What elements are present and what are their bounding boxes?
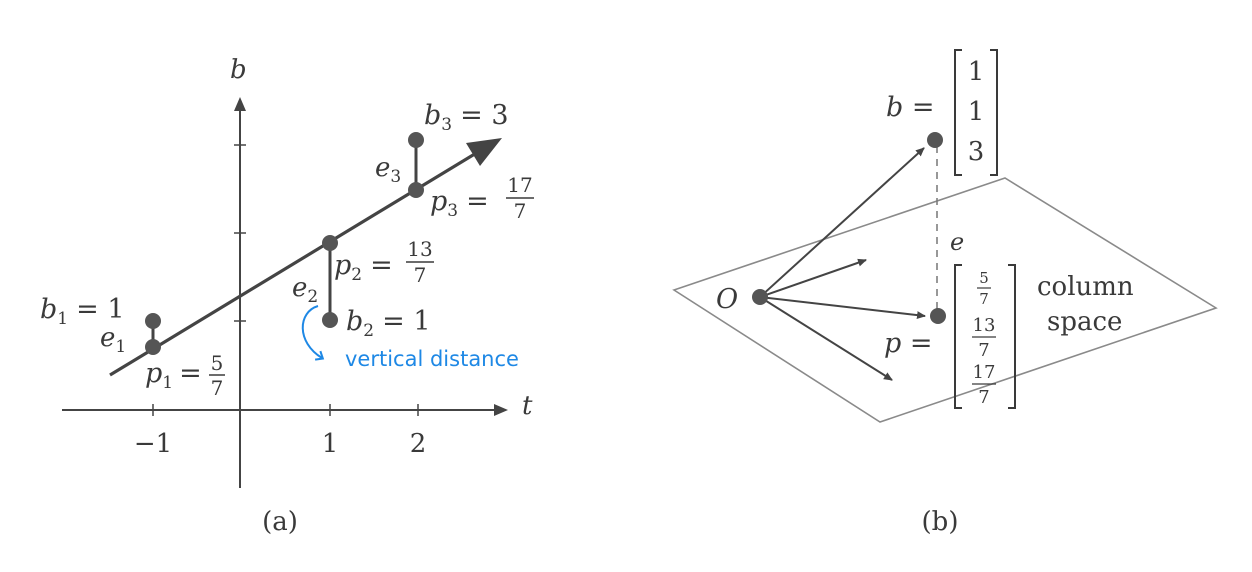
t-tick-label-2: 2 <box>410 429 427 459</box>
plane-label-space: space <box>1047 307 1122 337</box>
point-b <box>927 132 943 148</box>
p-entry-1-num: 5 <box>979 269 989 287</box>
frac-p3-num: 17 <box>507 173 532 197</box>
annotation-vertical-distance: vertical distance <box>345 347 519 371</box>
point-origin <box>752 289 768 305</box>
caption-b: (b) <box>922 507 959 537</box>
annotation-arrow <box>301 305 325 361</box>
p-entry-3-den: 7 <box>978 387 989 408</box>
label-b2: b2 = 1 <box>346 306 431 341</box>
vector-to-p <box>759 296 926 320</box>
p-entry-3-num: 17 <box>973 362 996 383</box>
column-space-plane <box>672 177 1218 423</box>
t-axis-label: t <box>522 391 533 421</box>
label-b1: b1 = 1 <box>40 294 125 329</box>
plane-label-column: column <box>1037 272 1134 302</box>
best-fit-arrowhead <box>466 138 502 166</box>
point-b1 <box>145 313 161 329</box>
t-tick-label-minus1: −1 <box>134 429 172 459</box>
label-p3: p3 = <box>430 186 489 221</box>
panel-b: e O b = 1 1 3 p = 5 7 13 7 17 7 column <box>672 49 1218 537</box>
label-b3: b3 = 3 <box>424 100 509 135</box>
p-entry-1-den: 7 <box>979 290 989 308</box>
label-p2: p2 = <box>334 250 393 285</box>
label-p1: p1 = <box>145 358 202 393</box>
frac-p2-den: 7 <box>414 263 427 287</box>
b-vector-entry-1: 1 <box>968 57 985 87</box>
point-b3 <box>408 132 424 148</box>
p-entry-2-den: 7 <box>978 340 989 361</box>
point-b2 <box>322 312 338 328</box>
point-p1 <box>145 339 161 355</box>
frac-p1-num: 5 <box>211 351 224 375</box>
label-e: e <box>950 228 964 256</box>
b-vector-right-bracket <box>990 49 998 176</box>
point-p <box>930 308 946 324</box>
label-e1: e1 <box>100 323 126 357</box>
vector-to-b <box>759 147 925 298</box>
t-tick-label-1: 1 <box>322 429 339 459</box>
point-p2 <box>322 235 338 251</box>
b-axis-label: b <box>230 55 247 85</box>
p-entry-2-num: 13 <box>973 315 996 336</box>
frac-p2-num: 13 <box>407 237 432 261</box>
label-origin: O <box>716 284 738 315</box>
t-axis-arrowhead <box>494 404 508 416</box>
label-e2: e2 <box>292 273 318 307</box>
frac-p1-den: 7 <box>211 376 224 400</box>
label-b-equals: b = <box>886 92 935 123</box>
p-vector-right-bracket <box>1008 264 1016 409</box>
b-vector-left-bracket <box>954 49 962 176</box>
b-vector-entry-2: 1 <box>968 97 985 127</box>
vector-column-2 <box>759 296 893 381</box>
p-vector-left-bracket <box>954 264 962 409</box>
label-e3: e3 <box>375 153 401 187</box>
caption-a: (a) <box>262 507 298 537</box>
label-p-equals: p = <box>884 328 933 359</box>
panel-a: t b −1 1 2 b1 = 1 e1 p1 = 5 7 <box>40 55 534 537</box>
b-axis-arrowhead <box>234 97 246 111</box>
vector-column-1 <box>759 258 867 298</box>
b-vector-entry-3: 3 <box>968 137 985 167</box>
point-p3 <box>408 182 424 198</box>
frac-p3-den: 7 <box>514 199 527 223</box>
